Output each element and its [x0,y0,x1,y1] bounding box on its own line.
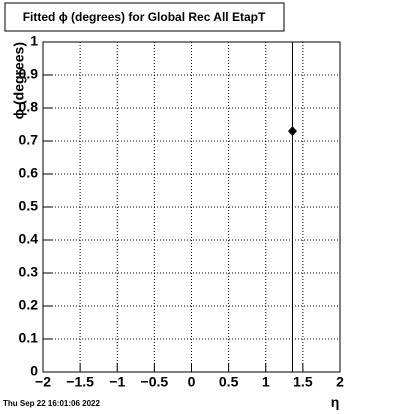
data-point [287,126,297,137]
y-tick-label: 0.8 [19,99,39,115]
x-tick-label: −2 [35,374,51,390]
x-tick-label: 1.5 [293,374,313,390]
chart-title: Fitted ϕ (degrees) for Global Rec All Et… [23,10,266,24]
y-tick-label: 0.5 [19,198,39,214]
y-tick-label: 0.6 [19,165,39,181]
x-tick-label: 0.5 [219,374,239,390]
x-tick-label: 1 [262,374,270,390]
y-tick-label: 0.7 [19,132,39,148]
x-tick-label: −0.5 [141,374,169,390]
x-tick-label: 2 [336,374,344,390]
y-tick-label: 0.1 [19,330,39,346]
y-tick-label: 0.2 [19,297,39,313]
y-axis-label: ϕ (degrees) [11,42,27,119]
x-tick-label: −1.5 [66,374,94,390]
x-tick-label: −1 [109,374,125,390]
y-tick-label: 0.4 [19,231,39,247]
y-tick-label: 1 [30,33,38,49]
x-axis-label: η [331,394,340,410]
y-tick-label: 0 [30,363,38,379]
y-tick-label: 0.9 [19,66,39,82]
title-box [4,2,285,32]
y-tick-label: 0.3 [19,264,39,280]
x-tick-label: 0 [188,374,196,390]
footer-date: Thu Sep 22 16:01:06 2022 [3,399,100,408]
